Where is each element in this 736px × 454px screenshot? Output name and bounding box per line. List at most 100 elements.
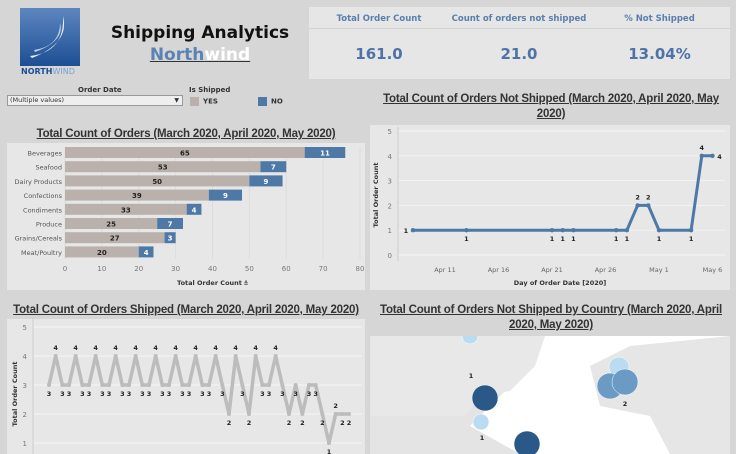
data-point xyxy=(193,354,198,358)
y-tick-label: 3 xyxy=(23,382,27,390)
data-label: 1 xyxy=(689,235,694,243)
data-label: 3 xyxy=(60,390,65,398)
bar-label-yes: 33 xyxy=(121,206,131,214)
data-label: 3 xyxy=(307,390,312,398)
data-point xyxy=(240,383,245,387)
data-label: 2 xyxy=(227,419,232,427)
dashboard-title: Shipping Analytics xyxy=(110,23,290,43)
not-shipped-line xyxy=(412,154,713,232)
country-bubble xyxy=(513,430,541,454)
data-label: 3 xyxy=(147,390,152,398)
bar-yes xyxy=(65,218,158,229)
map-title: Total Count of Orders Not Shipped by Cou… xyxy=(379,304,722,331)
y-tick-label: 4 xyxy=(23,353,28,361)
data-label: 3 xyxy=(267,390,272,398)
no-swatch xyxy=(258,97,267,106)
kpi-label: % Not Shipped xyxy=(589,7,730,29)
data-point xyxy=(635,203,640,208)
yes-swatch xyxy=(190,97,199,106)
data-point xyxy=(333,412,338,416)
data-point xyxy=(87,383,91,387)
x-tick-label: 10 xyxy=(97,265,106,273)
data-label: 4 xyxy=(213,344,218,352)
legend-no-label: NO xyxy=(271,97,283,106)
data-label: 4 xyxy=(700,144,705,152)
bar-no xyxy=(138,246,154,258)
data-point xyxy=(93,354,98,358)
kpi-panel: Total Order Count 161.0 Count of orders n… xyxy=(309,7,730,79)
x-tick-label: 60 xyxy=(282,265,291,273)
y-axis-title: Total Order Count xyxy=(372,163,380,228)
shipped-chart-title: Total Count of Orders Shipped (March 202… xyxy=(13,304,359,316)
bar-label-yes: 53 xyxy=(158,164,168,172)
data-label: 2 xyxy=(247,419,252,427)
data-label: 3 xyxy=(313,390,318,398)
data-point xyxy=(287,412,291,416)
data-label: 3 xyxy=(80,390,85,398)
data-point xyxy=(120,383,125,387)
data-point xyxy=(160,383,165,387)
data-label: 2 xyxy=(320,419,325,427)
data-point xyxy=(656,228,662,233)
bar-yes xyxy=(65,232,165,244)
data-label: 1 xyxy=(550,235,555,243)
data-point xyxy=(464,228,469,233)
data-point xyxy=(200,383,205,387)
x-tick-label: 70 xyxy=(319,265,328,273)
data-label: 3 xyxy=(120,390,125,398)
data-label: 1 xyxy=(571,235,576,243)
not-shipped-chart-title: Total Count of Orders Not Shipped (March… xyxy=(383,93,719,120)
data-point xyxy=(167,383,171,387)
northwind-logo: NORTHWIND xyxy=(20,8,80,76)
data-label: 3 xyxy=(67,390,72,398)
data-point xyxy=(300,412,305,416)
data-label: 3 xyxy=(100,390,105,398)
data-point xyxy=(688,228,694,233)
legend-yes[interactable]: YES xyxy=(190,97,218,106)
y-tick-label: 5 xyxy=(23,324,27,332)
data-point xyxy=(253,354,258,358)
bar-no xyxy=(249,175,283,187)
data-point xyxy=(213,354,218,358)
category-label: Condiments xyxy=(23,206,63,214)
data-point xyxy=(624,228,630,233)
x-tick-label: 20 xyxy=(134,265,143,273)
data-point xyxy=(73,354,78,358)
category-label: Confections xyxy=(24,192,63,200)
not-shipped-by-country-map[interactable]: 1132 xyxy=(370,336,730,454)
data-point xyxy=(293,383,298,387)
bar-no xyxy=(304,147,346,158)
data-point xyxy=(227,412,231,416)
legend-yes-label: YES xyxy=(203,97,218,106)
svg-text:NORTHWIND: NORTHWIND xyxy=(21,67,75,76)
data-label: 1 xyxy=(657,235,662,243)
data-label: 3 xyxy=(240,390,245,398)
kpi-value: 21.0 xyxy=(500,45,538,63)
legend-no[interactable]: NO xyxy=(258,97,283,106)
kpi-label: Count of orders not shipped xyxy=(449,7,589,29)
data-label: 3 xyxy=(220,390,225,398)
data-label: 1 xyxy=(404,227,409,235)
data-label: 4 xyxy=(233,344,238,352)
data-point xyxy=(133,354,138,358)
data-point xyxy=(571,228,576,233)
x-tick-label: 40 xyxy=(208,265,217,273)
is-shipped-label: Is Shipped xyxy=(189,86,231,94)
bar-label-yes: 20 xyxy=(97,249,107,257)
data-point xyxy=(113,354,118,358)
bar-label-no: 4 xyxy=(144,249,149,257)
y-tick-label: 4 xyxy=(388,153,393,161)
bar-yes xyxy=(65,147,305,158)
data-label: 3 xyxy=(280,390,285,398)
data-label: 3 xyxy=(200,390,205,398)
order-date-dropdown[interactable]: (Multiple values) ▼ xyxy=(7,95,183,106)
category-label: Produce xyxy=(36,221,62,229)
not-shipped-line-chart: 0 1 2 3 4 5 Apr 11 Apr 16 Apr 21 Apr 26 May 1 May 6… xyxy=(370,125,730,290)
data-label: 2 xyxy=(333,402,338,410)
x-tick-label: May 1 xyxy=(649,266,669,274)
data-point xyxy=(153,354,158,358)
x-tick-label: 30 xyxy=(171,265,180,273)
northwind-link[interactable]: Northwind xyxy=(100,45,300,65)
data-point xyxy=(313,383,318,387)
